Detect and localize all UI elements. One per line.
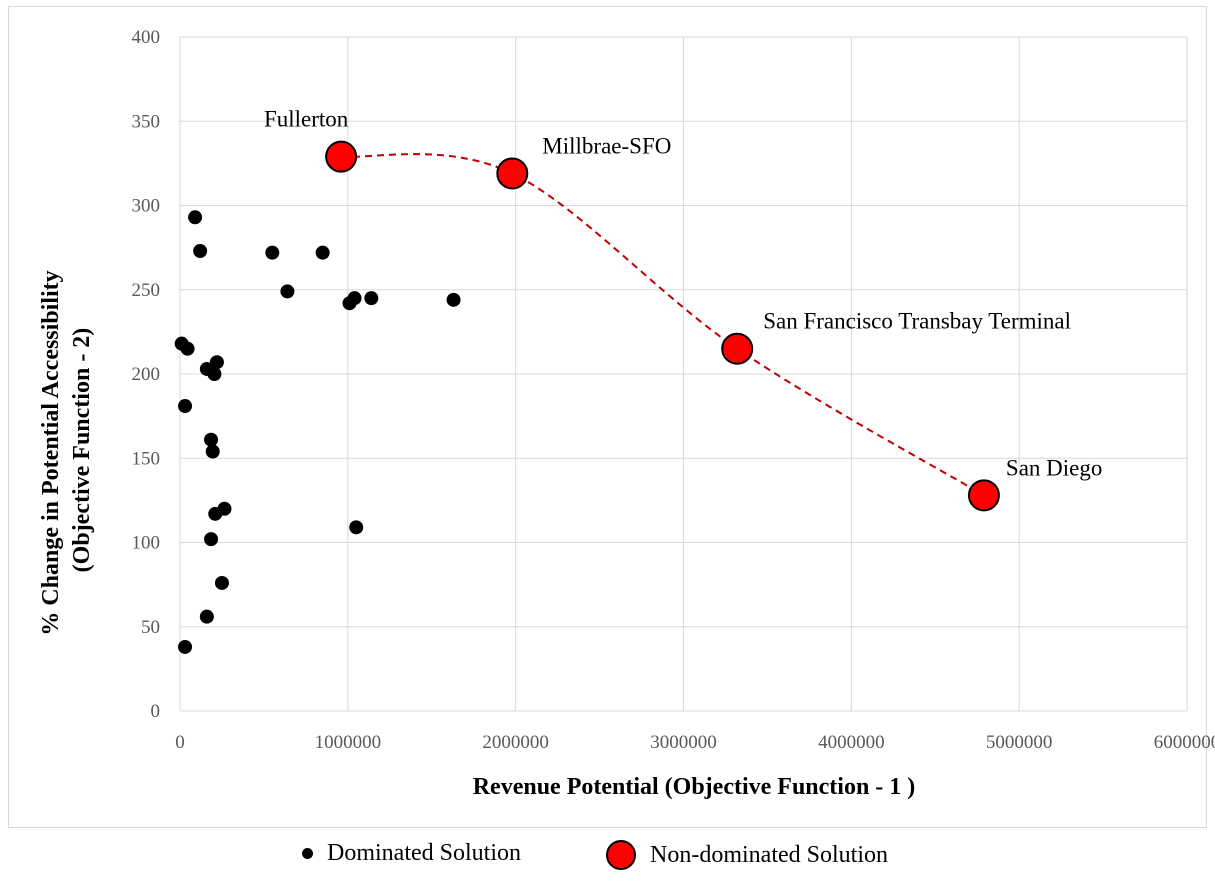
legend-marker-large-red	[606, 840, 636, 870]
legend-label-dominated: Dominated Solution	[327, 840, 521, 866]
dominated-point	[188, 210, 203, 225]
y-tick-label: 250	[132, 280, 161, 301]
x-tick-label: 2000000	[482, 732, 549, 753]
chart-frame	[8, 6, 1207, 828]
y-axis-title: % Change in Potential Accessibility (Obj…	[38, 264, 95, 635]
x-tick-label: 1000000	[315, 732, 382, 753]
legend-item-dominated: Dominated Solution	[302, 840, 521, 867]
dominated-point	[214, 575, 229, 590]
x-tick-label: 3000000	[650, 732, 717, 753]
y-tick-label: 300	[132, 196, 161, 217]
y-axis-title-line1: % Change in Potential Accessibility	[38, 270, 64, 635]
scatter-chart: 0 1000000 2000000 3000000 4000000 5000000 6000…	[38, 27, 1215, 800]
y-tick-label: 200	[132, 364, 161, 385]
gridlines	[179, 36, 1188, 712]
y-tick-labels: 0 50 100 150 200 250 300 350 400	[132, 27, 161, 722]
dominated-points	[174, 210, 461, 654]
y-axis-title-line2: (Objective Function - 2)	[69, 328, 95, 573]
dominated-point	[178, 639, 193, 654]
dominated-point	[364, 291, 379, 306]
dominated-point	[349, 520, 364, 535]
point-label: Millbrae-SFO	[542, 133, 671, 158]
x-axis-title: Revenue Potential (Objective Function - …	[473, 774, 916, 800]
dominated-point	[265, 245, 280, 260]
dominated-point	[280, 284, 295, 299]
point-label: San Francisco Transbay Terminal	[763, 309, 1071, 334]
dominated-point	[193, 243, 208, 258]
y-tick-label: 50	[141, 617, 160, 638]
y-tick-label: 400	[132, 27, 161, 48]
legend: Dominated Solution Non-dominated Solutio…	[0, 826, 1215, 885]
non-dominated-points	[325, 140, 1000, 512]
x-tick-label: 0	[175, 732, 185, 753]
legend-label-non-dominated: Non-dominated Solution	[650, 841, 888, 868]
non-dominated-point	[967, 479, 1000, 512]
dominated-point	[446, 292, 461, 307]
x-tick-label: 4000000	[818, 732, 885, 753]
point-labels: Fullerton Millbrae-SFO San Francisco Trans…	[264, 107, 1102, 481]
x-tick-label: 6000000	[1154, 732, 1215, 753]
legend-item-non-dominated: Non-dominated Solution	[606, 840, 888, 870]
x-tick-labels: 0 1000000 2000000 3000000 4000000 5000000 6000…	[175, 732, 1215, 753]
dominated-point	[217, 501, 232, 516]
dominated-point	[204, 532, 219, 547]
dominated-point	[207, 367, 222, 381]
point-label: Fullerton	[264, 107, 349, 132]
non-dominated-point	[721, 332, 754, 365]
pareto-frontier-line	[341, 153, 985, 497]
y-tick-label: 100	[132, 533, 161, 554]
dominated-point	[347, 291, 362, 306]
legend-marker-small-black	[302, 848, 313, 859]
dominated-point	[204, 432, 219, 447]
point-label: San Diego	[1006, 455, 1102, 480]
y-tick-label: 150	[132, 448, 161, 469]
dominated-point	[315, 245, 330, 260]
y-tick-label: 350	[132, 111, 161, 132]
dominated-point	[178, 399, 193, 414]
dominated-point	[209, 355, 224, 370]
x-tick-label: 5000000	[986, 732, 1053, 753]
non-dominated-point	[325, 140, 358, 173]
y-tick-label: 0	[151, 701, 161, 722]
dominated-point	[199, 609, 214, 624]
dominated-point	[180, 341, 195, 356]
non-dominated-point	[496, 157, 529, 190]
dominated-point	[205, 444, 220, 459]
